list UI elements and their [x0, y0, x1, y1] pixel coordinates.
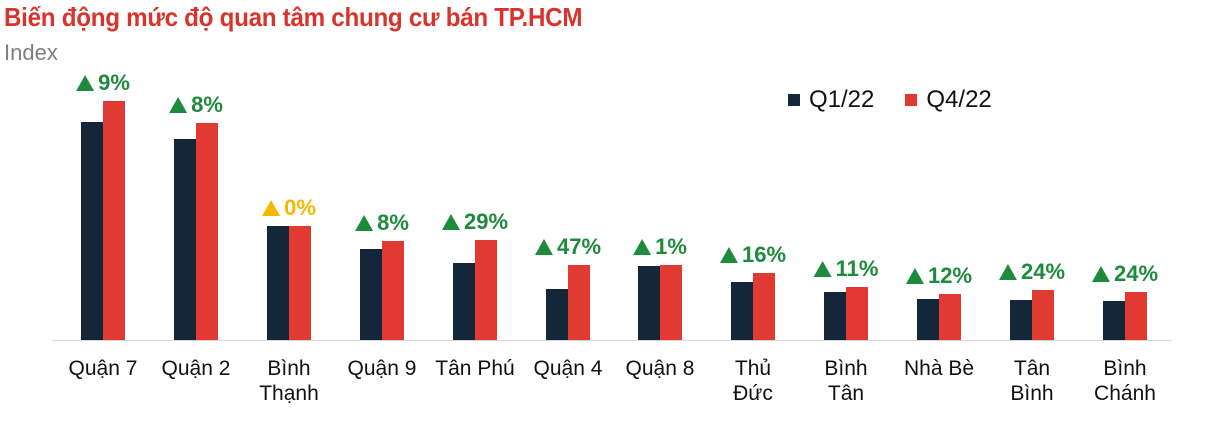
change-value: 12%	[927, 263, 973, 288]
change-value: 24%	[1113, 261, 1159, 286]
legend-item-q1: Q1/22	[788, 86, 874, 114]
chart-subtitle: Index	[4, 40, 58, 65]
legend-label-q4: Q4/22	[926, 86, 992, 113]
x-tick-label: Nhà Bè	[903, 357, 975, 380]
triangle-up-icon	[262, 200, 281, 216]
legend-label-q1: Q1/22	[809, 86, 875, 113]
change-label: 11%	[813, 256, 879, 282]
change-value: 47%	[556, 234, 602, 259]
x-tick-label: Thủ Đức	[733, 357, 773, 405]
change-label: 24%	[1091, 261, 1159, 287]
change-value: 0%	[284, 195, 316, 220]
x-tick-label: Tân Bình	[1010, 357, 1054, 405]
x-tick-label: Quận 8	[625, 357, 695, 380]
bar-q1-22	[453, 263, 475, 340]
bar-q1-22	[360, 249, 382, 340]
change-value: 29%	[463, 209, 509, 234]
bar-q4-22	[475, 240, 497, 340]
bar-q4-22	[753, 273, 775, 340]
triangle-up-icon	[905, 268, 924, 284]
triangle-up-icon	[719, 247, 738, 263]
triangle-up-icon	[633, 239, 652, 255]
change-label: 12%	[905, 263, 973, 289]
legend-swatch-q1	[788, 94, 800, 106]
x-tick-label: Bình Chánh	[1094, 357, 1156, 405]
change-label: 9%	[76, 70, 130, 96]
triangle-up-icon	[813, 261, 832, 277]
change-value: 11%	[835, 256, 879, 281]
triangle-up-icon	[169, 97, 188, 113]
x-tick-label: Quận 9	[347, 357, 417, 380]
bar-q1-22	[546, 289, 568, 340]
change-label: 1%	[633, 234, 687, 260]
chart-title: Biến động mức độ quan tâm chung cư bán T…	[4, 2, 583, 32]
change-label: 8%	[355, 210, 409, 236]
bar-q4-22	[196, 123, 218, 340]
triangle-up-icon	[441, 214, 460, 230]
bar-q1-22	[1103, 301, 1125, 340]
change-label: 0%	[262, 195, 316, 221]
bar-q4-22	[568, 265, 590, 340]
triangle-up-icon	[76, 75, 95, 91]
change-label: 16%	[719, 242, 787, 268]
legend-item-q4: Q4/22	[905, 86, 992, 114]
bar-q1-22	[917, 299, 939, 340]
bar-q1-22	[824, 292, 846, 340]
bar-q4-22	[103, 101, 125, 340]
triangle-up-icon	[355, 215, 374, 231]
change-value: 16%	[741, 242, 787, 267]
bar-q4-22	[846, 287, 868, 340]
x-tick-label: Bình Tân	[824, 357, 868, 405]
x-tick-label: Tân Phú	[435, 357, 515, 380]
triangle-up-icon	[534, 239, 553, 255]
bar-q1-22	[731, 282, 753, 340]
bar-q1-22	[174, 139, 196, 340]
x-axis-line	[52, 340, 1172, 341]
change-label: 24%	[998, 259, 1066, 285]
bar-q4-22	[382, 241, 404, 340]
change-value: 8%	[377, 210, 409, 235]
bar-q1-22	[638, 266, 660, 340]
x-tick-label: Bình Thạnh	[259, 357, 319, 405]
bar-q4-22	[289, 226, 311, 340]
x-tick-label: Quận 4	[533, 357, 603, 380]
legend: Q1/22 Q4/22	[788, 86, 1023, 114]
triangle-up-icon	[998, 264, 1017, 280]
legend-swatch-q4	[905, 94, 918, 106]
change-value: 9%	[98, 70, 130, 95]
bar-q4-22	[939, 294, 961, 340]
change-value: 24%	[1020, 259, 1066, 284]
x-tick-label: Quận 2	[161, 357, 231, 380]
bar-q4-22	[1032, 290, 1054, 340]
triangle-up-icon	[1091, 266, 1110, 282]
change-label: 29%	[441, 209, 509, 235]
change-label: 8%	[169, 92, 223, 118]
change-value: 8%	[191, 92, 223, 117]
change-value: 1%	[655, 234, 687, 259]
bar-q1-22	[81, 122, 103, 340]
bar-q1-22	[267, 226, 289, 340]
bar-q1-22	[1010, 300, 1032, 340]
bar-q4-22	[1125, 292, 1147, 340]
bar-q4-22	[660, 265, 682, 340]
x-tick-label: Quận 7	[68, 357, 138, 380]
change-label: 47%	[534, 234, 602, 260]
